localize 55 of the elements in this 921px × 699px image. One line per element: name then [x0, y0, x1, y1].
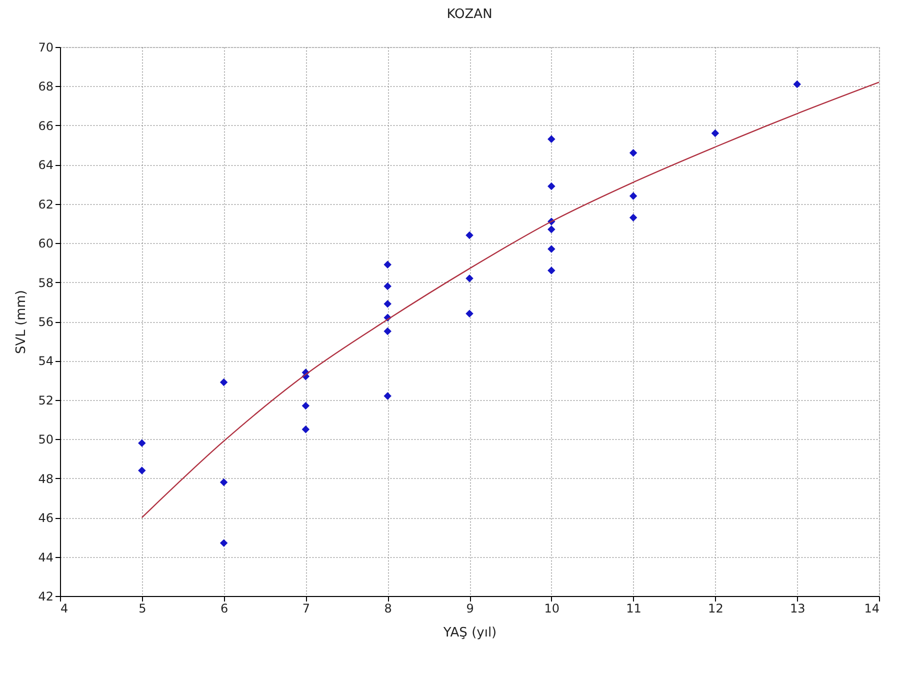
y-tick-label: 68	[38, 80, 54, 94]
point	[384, 392, 392, 400]
chart-title: KOZAN	[446, 7, 492, 22]
point	[711, 129, 720, 138]
point	[384, 282, 392, 290]
x-axis-title: YAŞ (yıl)	[442, 626, 497, 640]
y-axis-title: SVL (mm)	[14, 290, 30, 354]
y-tick-label: 44	[38, 550, 54, 564]
y-tick-label: 56	[38, 315, 54, 329]
x-tick-label: 10	[544, 602, 560, 616]
point	[220, 539, 228, 547]
x-tick-label: 11	[626, 602, 642, 616]
point	[548, 225, 556, 234]
point	[629, 214, 638, 222]
point	[548, 266, 556, 274]
point	[220, 378, 228, 386]
x-tick-label: 8	[384, 602, 392, 616]
point	[384, 260, 392, 269]
line-series	[141, 82, 880, 518]
y-tick-label: 52	[38, 393, 54, 408]
y-tick-label: 62	[38, 197, 54, 212]
y-tick-label: 54	[38, 354, 54, 368]
point	[629, 149, 638, 157]
point	[548, 245, 556, 253]
point	[302, 425, 310, 434]
point	[220, 478, 228, 486]
point	[548, 135, 556, 144]
y-tick-label: 58	[38, 276, 54, 290]
y-tick-label: 48	[38, 472, 54, 486]
x-tick-label: 9	[466, 602, 474, 616]
x-tick-label: 5	[138, 602, 146, 616]
y-tick-label: 42	[38, 590, 54, 604]
x-tick-label: 7	[302, 602, 310, 616]
point	[548, 182, 556, 190]
point	[793, 80, 801, 88]
x-tick-label: 4	[60, 602, 68, 616]
y-tick-label: 50	[38, 432, 54, 447]
point	[466, 274, 474, 282]
y-tick-label: 66	[38, 118, 54, 133]
point	[466, 231, 474, 240]
point	[384, 300, 392, 308]
point	[466, 310, 474, 318]
y-tick-label: 64	[38, 158, 54, 172]
point	[384, 327, 392, 336]
point	[138, 466, 146, 474]
x-tick-label: 14	[864, 602, 880, 616]
x-tick-label: 12	[708, 602, 724, 616]
point	[138, 439, 146, 447]
x-tick-label: 13	[790, 602, 806, 616]
y-tick-label: 46	[38, 511, 54, 526]
point	[629, 192, 638, 200]
x-tick-label: 6	[220, 602, 228, 616]
y-tick-label: 70	[38, 40, 54, 54]
y-tick-label: 60	[38, 236, 54, 251]
point	[302, 402, 310, 410]
